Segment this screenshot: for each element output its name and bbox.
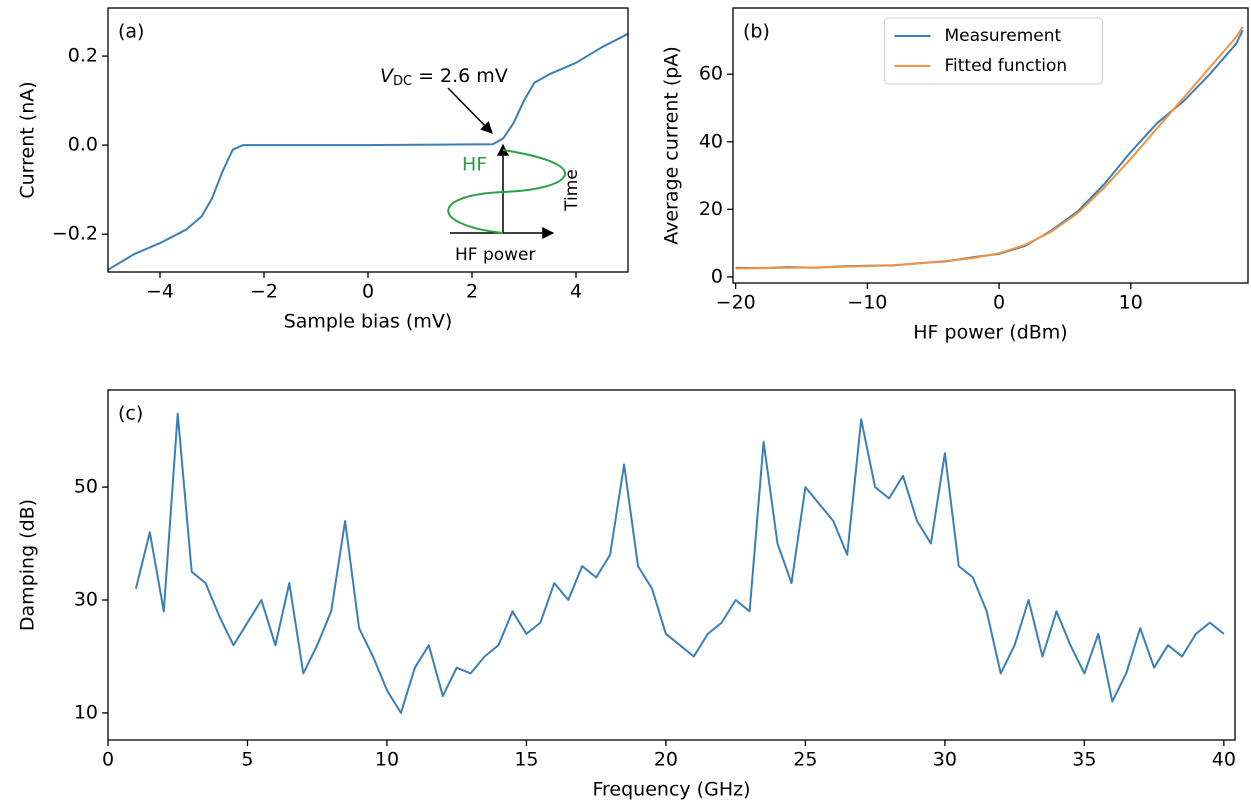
y-tick-label: 0.0 (68, 134, 98, 156)
annotation-arrow (447, 87, 493, 134)
y-tick-label: −0.2 (52, 223, 98, 245)
x-tick-label: 15 (514, 749, 538, 771)
x-tick-label: 40 (1212, 749, 1236, 771)
x-tick-label: 5 (241, 749, 253, 771)
inset-x-label: HF power (455, 245, 536, 265)
y-axis-label: Average current (pA) (661, 46, 683, 245)
x-axis-label: HF power (dBm) (913, 322, 1067, 344)
data-line (735, 26, 1244, 270)
panel-label: (a) (118, 21, 144, 43)
annotation-text: = 2.6 mV (418, 65, 508, 87)
y-tick-label: 0.2 (68, 45, 98, 67)
legend: Measurement Fitted function (884, 17, 1103, 85)
plot-frame (107, 389, 1236, 741)
annotation: VDC = 2.6 mV (380, 65, 508, 89)
x-tick-label: −4 (146, 281, 174, 303)
y-tick-label: 10 (74, 701, 98, 723)
inset-signal-label: HF (462, 154, 487, 176)
panel-label: (b) (743, 21, 770, 43)
plot-frame (107, 7, 629, 273)
x-tick-label: 10 (1119, 292, 1143, 314)
y-axis-label: Current (nA) (17, 81, 39, 198)
x-tick-label: 30 (933, 749, 957, 771)
inset-signal (447, 149, 566, 234)
y-tick-label: 60 (699, 63, 723, 85)
x-tick-label: 4 (570, 281, 582, 303)
x-tick-label: 20 (654, 749, 678, 771)
y-axis-label: Damping (dB) (17, 499, 39, 631)
y-tick-label: 30 (74, 589, 98, 611)
y-tick-label: 20 (699, 198, 723, 220)
x-tick-label: 35 (1072, 749, 1096, 771)
x-tick-label: 2 (466, 281, 478, 303)
x-tick-label: 0 (993, 292, 1005, 314)
legend-label: Fitted function (945, 56, 1068, 76)
x-axis-label: Frequency (GHz) (592, 779, 750, 801)
legend-label: Measurement (945, 26, 1062, 46)
y-tick-label: 0 (711, 265, 723, 287)
x-tick-label: 0 (362, 281, 374, 303)
plot-frame (732, 7, 1249, 284)
inset-y-label: Time (562, 169, 582, 212)
annotation-subscript: DC (393, 74, 412, 89)
x-tick-label: 0 (102, 749, 114, 771)
x-tick-label: 25 (793, 749, 817, 771)
panel-label: (c) (118, 403, 143, 425)
x-tick-label: −10 (847, 292, 887, 314)
y-tick-label: 50 (74, 476, 98, 498)
annotation-symbol: V (380, 65, 395, 87)
y-tick-label: 40 (699, 130, 723, 152)
legend-box (884, 17, 1103, 85)
x-tick-label: −20 (716, 292, 756, 314)
data-line (134, 412, 1225, 714)
data-line (107, 32, 629, 271)
x-axis-label: Sample bias (mV) (284, 311, 453, 333)
x-tick-label: −2 (250, 281, 278, 303)
x-tick-label: 10 (375, 749, 399, 771)
